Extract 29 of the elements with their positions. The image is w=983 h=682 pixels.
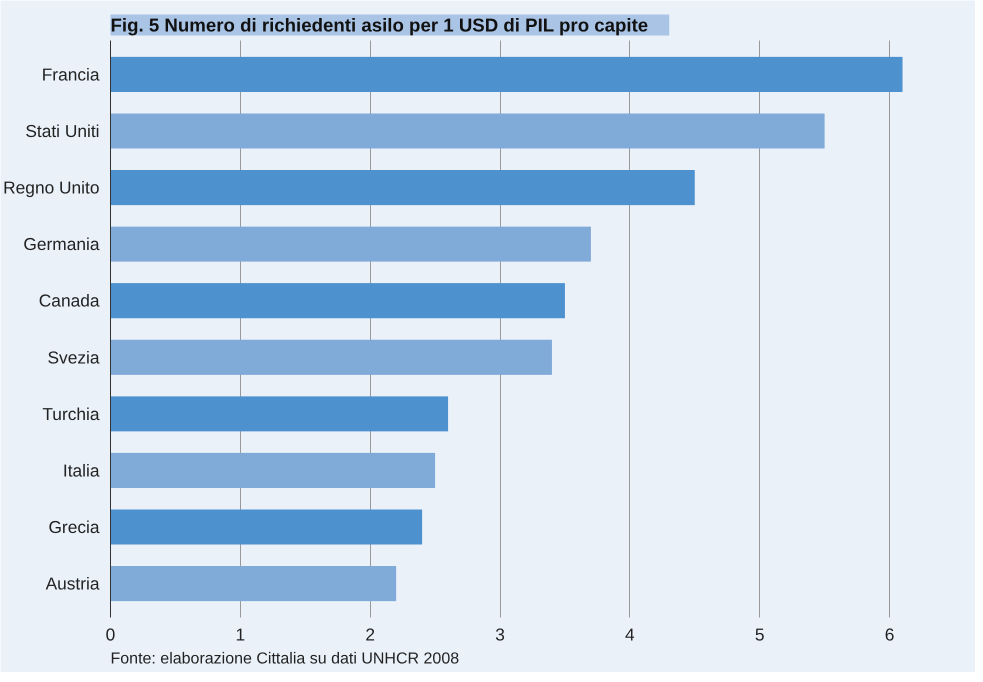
x-tick-label: 6 — [884, 624, 894, 644]
bar — [110, 340, 552, 375]
y-tick-label: Svezia — [47, 347, 100, 368]
bar — [110, 170, 695, 206]
x-tick-label: 3 — [495, 624, 505, 644]
x-tick-label: 4 — [625, 624, 636, 644]
y-tick-label: Germania — [23, 234, 100, 254]
bar — [110, 283, 565, 318]
y-tick-label: Turchia — [42, 404, 100, 424]
x-tick-label: 1 — [236, 624, 246, 644]
y-tick-label: Italia — [62, 460, 100, 480]
bar — [110, 226, 591, 262]
x-tick-label: 5 — [754, 624, 765, 644]
x-tick-label: 2 — [365, 624, 375, 644]
bar — [110, 396, 448, 432]
bar — [110, 452, 436, 488]
y-tick-label: Canada — [38, 290, 100, 311]
y-tick-label: Grecia — [48, 516, 100, 537]
bar — [110, 113, 825, 149]
source-note: Fonte: elaborazione Cittalia su dati UNHCR 2008 — [110, 650, 460, 668]
x-tick-label: 0 — [106, 624, 116, 644]
chart-title: Fig. 5 Numero di richiedenti asilo per 1 USD di PIL pro capite — [110, 14, 648, 36]
bar — [110, 56, 903, 92]
y-tick-label: Stati Uniti — [25, 121, 100, 142]
y-tick-label: Regno Unito — [3, 178, 100, 198]
y-tick-label: Austria — [46, 574, 100, 594]
bar — [110, 509, 422, 545]
y-tick-label: Francia — [42, 64, 100, 84]
bar — [110, 566, 396, 602]
